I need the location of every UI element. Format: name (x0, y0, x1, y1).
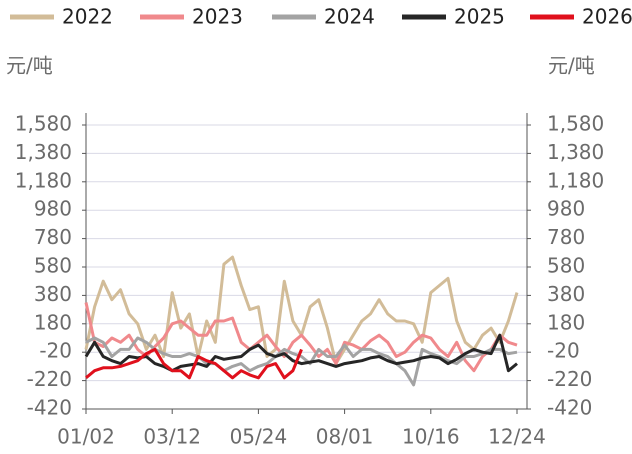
legend-label: 2023 (192, 5, 243, 29)
series-line (85, 336, 518, 387)
x-tick-label: 08/01 (316, 425, 374, 449)
y-tick-label: 180 (34, 310, 72, 334)
legend-label: 2024 (324, 5, 375, 29)
y-tick-label: -420 (27, 396, 72, 420)
y-tick-label: 380 (34, 282, 72, 306)
y2-tick-label: -20 (547, 339, 580, 363)
legend-label: 2022 (62, 5, 113, 29)
y-tick-label: 1,580 (15, 112, 72, 136)
y2-tick-label: 1,180 (547, 168, 604, 192)
y2-tick-label: 380 (547, 282, 585, 306)
x-tick-label: 03/12 (143, 425, 201, 449)
x-tick-label: 12/24 (488, 425, 546, 449)
y-tick-label: 1,180 (15, 168, 72, 192)
y2-tick-label: -420 (547, 396, 592, 420)
y-tick-label: -220 (27, 367, 72, 391)
series-line (85, 347, 303, 380)
y2-tick-label: -220 (547, 367, 592, 391)
y2-tick-label: 780 (547, 225, 585, 249)
y-unit-left: 元/吨 (6, 54, 53, 78)
y-tick-label: 780 (34, 225, 72, 249)
y2-tick-label: 180 (547, 310, 585, 334)
x-tick-label: 05/24 (230, 425, 288, 449)
series-line (84, 333, 518, 373)
y2-tick-label: 580 (547, 254, 585, 278)
legend-label: 2026 (582, 5, 632, 29)
x-tick-label: 01/02 (57, 425, 115, 449)
y-tick-label: 580 (34, 254, 72, 278)
y2-tick-label: 980 (547, 197, 585, 221)
x-tick-label: 10/16 (402, 425, 460, 449)
y-unit-right: 元/吨 (548, 54, 595, 78)
y-tick-label: 1,380 (15, 140, 72, 164)
y2-tick-label: 1,580 (547, 112, 604, 136)
y2-tick-label: 1,380 (547, 140, 604, 164)
series-line (84, 302, 518, 373)
legend-label: 2025 (454, 5, 505, 29)
y-tick-label: -20 (39, 339, 72, 363)
y-tick-label: 980 (34, 197, 72, 221)
